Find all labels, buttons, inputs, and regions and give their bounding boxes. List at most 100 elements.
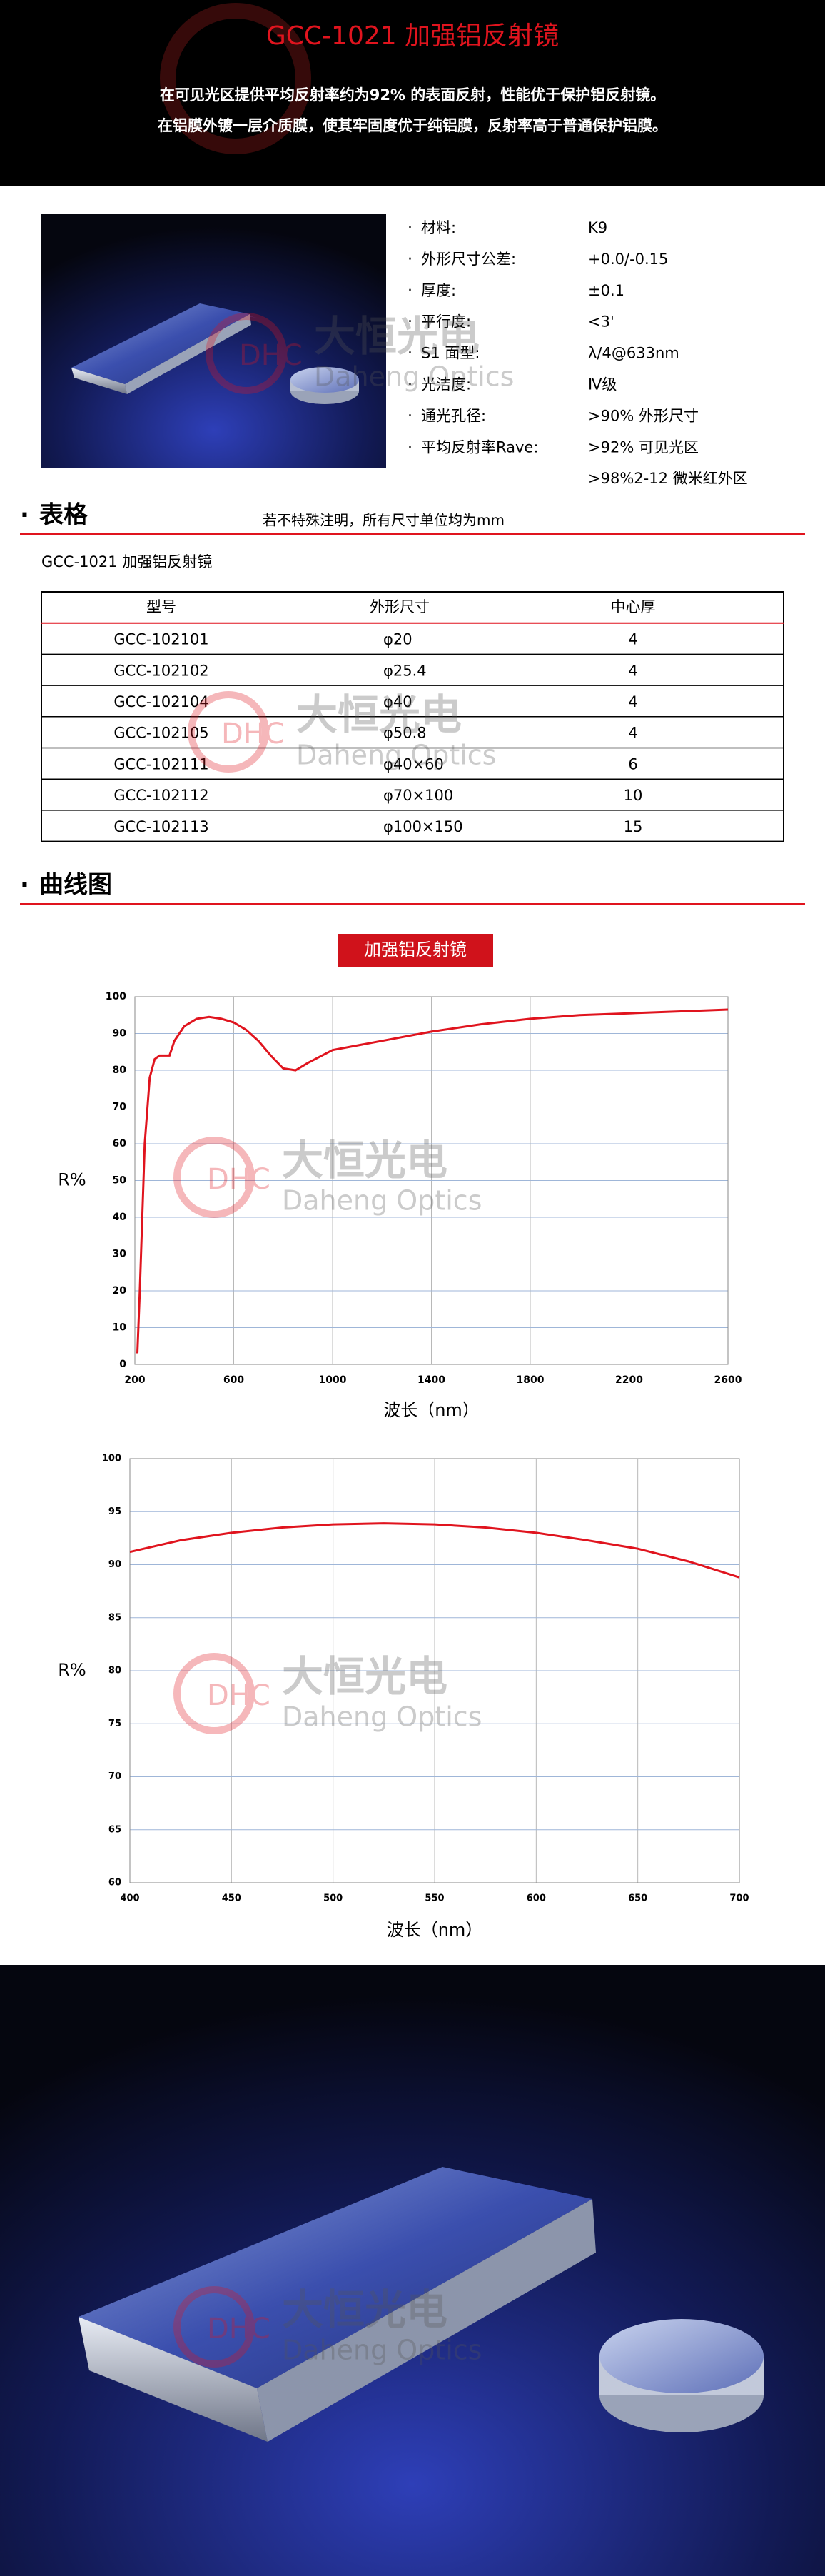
- x-tick-label: 1800: [517, 1374, 545, 1386]
- x-tick-label: 2200: [615, 1374, 643, 1386]
- y-axis-label: R%: [58, 1660, 86, 1680]
- spec-label: S1 面型:: [421, 345, 480, 362]
- y-tick-label: 70: [113, 1102, 127, 1113]
- chart-title-box: [338, 934, 493, 967]
- table-cell: 6: [628, 755, 637, 773]
- spec-label: 平行度:: [421, 313, 471, 331]
- watermark-en: Daheng Optics: [282, 1701, 482, 1733]
- table-caption: GCC-1021 加强铝反射镜: [41, 553, 212, 570]
- y-tick-label: 10: [113, 1322, 127, 1334]
- spec-bullet: ·: [408, 407, 412, 425]
- watermark-logo: DHC: [207, 1679, 270, 1712]
- watermark-en: Daheng Optics: [314, 361, 514, 393]
- data-line: [136, 1008, 729, 1354]
- watermark-cn: 大恒光电: [314, 312, 480, 361]
- spec-bullet: ·: [408, 313, 412, 331]
- watermark-logo: DHC: [221, 718, 285, 750]
- header-title: GCC-1021 加强铝反射镜: [266, 21, 559, 51]
- y-tick-label: 60: [113, 1138, 127, 1149]
- watermark-cn: 大恒光电: [282, 1136, 447, 1184]
- watermark-cn: 大恒光电: [282, 2285, 447, 2334]
- section-bullet: ·: [20, 501, 29, 530]
- spec-value: K9: [588, 219, 607, 236]
- spec-value: Ⅳ级: [588, 376, 617, 393]
- watermark-ring: [188, 691, 269, 773]
- x-tick-label: 1400: [417, 1374, 445, 1386]
- spec-value: ±0.1: [588, 282, 624, 299]
- spec-label: 厚度:: [421, 282, 456, 299]
- x-axis-label: 波长（nm）: [387, 1920, 483, 1940]
- table-cell: 4: [628, 725, 637, 742]
- section-title: 曲线图: [39, 871, 112, 900]
- table-cell: GCC-102102: [113, 662, 208, 679]
- y-tick-label: 80: [113, 1065, 127, 1076]
- y-axis-label: R%: [58, 1170, 86, 1190]
- table-cell: 4: [628, 631, 637, 648]
- table-cell: GCC-102105: [113, 725, 208, 742]
- table-cell: 4: [628, 693, 637, 710]
- product-image: [41, 214, 386, 468]
- spec-value: <3': [588, 313, 614, 331]
- section-note: 若不特殊注明，所有尺寸单位均为mm: [263, 512, 505, 529]
- spec-bullet: ·: [408, 251, 412, 268]
- plot-frame: [134, 996, 729, 1365]
- x-tick-label: 500: [323, 1893, 343, 1904]
- x-tick-label: 550: [425, 1893, 444, 1904]
- header-logo-shadow: [160, 3, 311, 154]
- spec-value: >90% 外形尺寸: [588, 407, 699, 424]
- table-cell: φ25.4: [383, 662, 427, 679]
- plot-frame: [129, 1458, 740, 1883]
- x-tick-label: 450: [222, 1893, 241, 1904]
- y-tick-label: 80: [108, 1666, 121, 1676]
- x-tick-label: 2600: [714, 1374, 742, 1386]
- table-cell: 15: [624, 818, 643, 835]
- data-line: [129, 1522, 740, 1579]
- table-cell: 4: [628, 662, 637, 679]
- table-header: 外形尺寸: [370, 598, 430, 615]
- y-tick-label: 85: [108, 1612, 121, 1623]
- y-tick-label: 100: [102, 1454, 121, 1464]
- section-bullet: ·: [20, 871, 29, 900]
- spec-bullet: ·: [408, 376, 412, 394]
- table-cell: φ50.8: [383, 725, 427, 742]
- watermark-cn: 大恒光电: [296, 690, 462, 739]
- header-band: [0, 0, 825, 186]
- y-tick-label: 40: [113, 1212, 127, 1223]
- spec-bullet: ·: [408, 345, 412, 363]
- watermark-cn: 大恒光电: [282, 1652, 447, 1701]
- watermark-ring: [173, 2286, 255, 2368]
- table-cell: GCC-102113: [113, 818, 208, 835]
- spec-value: λ/4@633nm: [588, 345, 679, 362]
- watermark-ring: [173, 1653, 255, 1734]
- x-tick-label: 650: [628, 1893, 647, 1904]
- y-tick-label: 75: [108, 1719, 121, 1729]
- y-tick-label: 30: [113, 1249, 127, 1260]
- section-title: 表格: [39, 501, 88, 530]
- x-tick-label: 1000: [319, 1374, 347, 1386]
- table-header: 型号: [146, 598, 176, 615]
- spec-label: 外形尺寸公差:: [421, 251, 516, 268]
- y-tick-label: 50: [113, 1175, 127, 1187]
- y-tick-label: 20: [113, 1285, 127, 1297]
- y-tick-label: 100: [106, 991, 126, 1002]
- table-cell: 10: [624, 787, 643, 804]
- table-cell: φ70×100: [383, 787, 453, 804]
- spec-label: 光洁度:: [421, 376, 471, 393]
- spec-label: 通光孔径:: [421, 407, 486, 424]
- x-tick-label: 400: [120, 1893, 139, 1904]
- y-tick-label: 90: [113, 1028, 127, 1040]
- spec-bullet: ·: [408, 438, 412, 456]
- table-cell: GCC-102101: [113, 631, 208, 648]
- y-tick-label: 60: [108, 1878, 121, 1888]
- x-tick-label: 600: [223, 1374, 244, 1386]
- spec-bullet: ·: [408, 282, 412, 300]
- x-axis-label: 波长（nm）: [383, 1400, 480, 1420]
- section-rule: [20, 533, 805, 535]
- watermark-ring: [206, 313, 287, 394]
